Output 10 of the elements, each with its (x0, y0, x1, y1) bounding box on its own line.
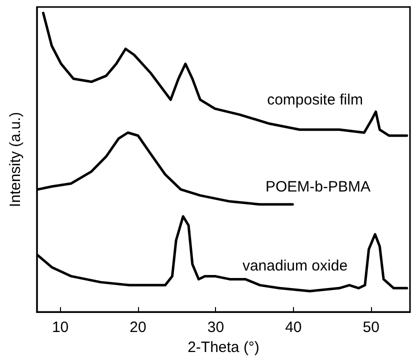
x-axis-title: 2-Theta (°) (188, 339, 260, 356)
x-tick-label: 50 (362, 319, 380, 336)
series-label: vanadium oxide (242, 258, 348, 274)
x-tick-label: 10 (52, 319, 69, 336)
x-tick-label: 30 (207, 319, 224, 336)
series-label: composite film (267, 92, 363, 108)
y-axis-title: Intensity (a.u.) (7, 112, 24, 208)
x-tick-label: 40 (285, 319, 302, 336)
x-tick-label: 20 (130, 319, 146, 336)
series-label: POEM-b-PBMA (265, 178, 371, 196)
